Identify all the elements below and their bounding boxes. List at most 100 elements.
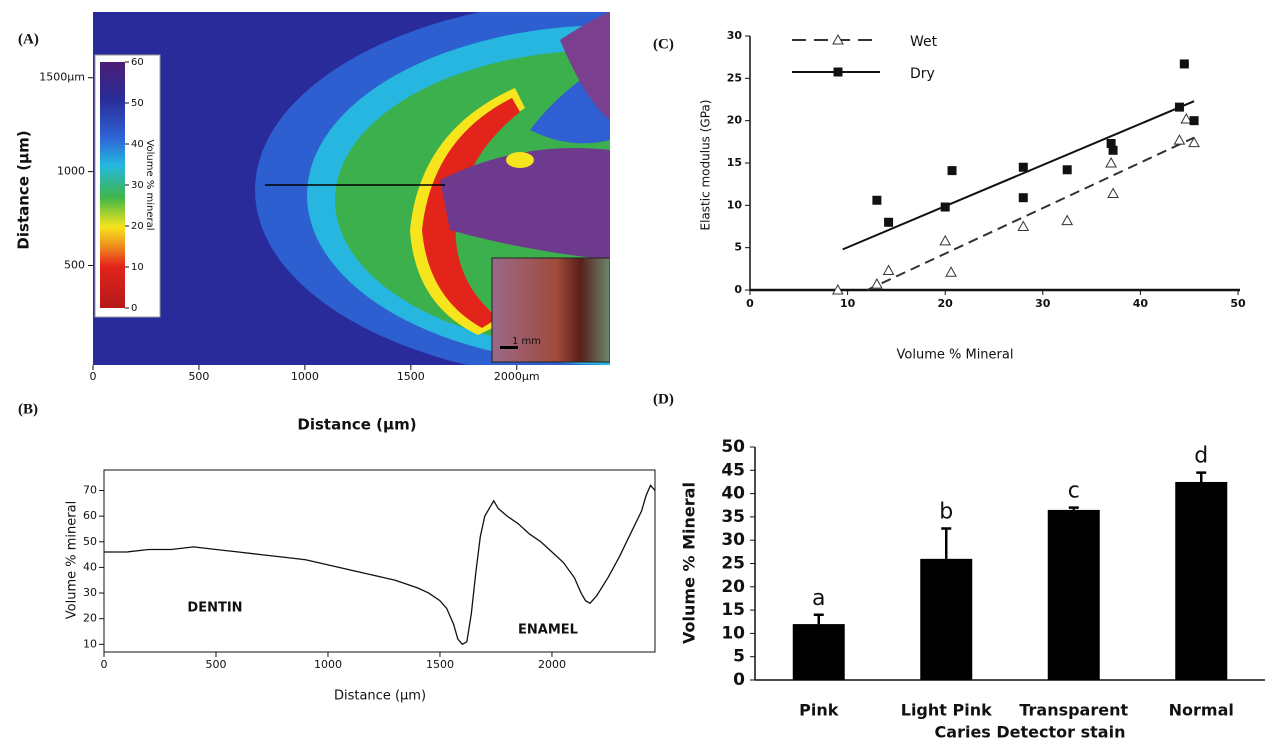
x-tick-label: 2000µm	[494, 370, 540, 383]
y-tick-label: 50	[721, 437, 745, 457]
y-tick-label: 60	[83, 509, 97, 522]
x-tick-label: 1000	[314, 658, 342, 671]
x-tick-label: Normal	[1169, 701, 1234, 720]
y-tick-label: 15	[721, 600, 745, 620]
point	[1061, 214, 1074, 226]
annotation: ENAMEL	[518, 623, 578, 638]
x-tick-label: Pink	[799, 701, 839, 720]
y-tick-label: 10	[721, 623, 745, 643]
y-axis-label: Distance (µm)	[15, 130, 33, 249]
point	[947, 166, 957, 176]
point	[872, 195, 882, 205]
error-bar	[941, 527, 952, 559]
plot-frame	[103, 469, 656, 653]
x-axis-label: Distance (µm)	[334, 689, 426, 704]
mineral-map	[93, 12, 610, 365]
point	[1189, 116, 1199, 126]
point	[1018, 193, 1028, 203]
y-tick-label: 30	[721, 530, 745, 550]
y-tick-label: 25	[721, 554, 745, 574]
point	[1108, 145, 1118, 155]
panel-label: (D)	[653, 391, 674, 407]
point	[1062, 165, 1072, 175]
y-tick-label: 1000	[57, 165, 85, 178]
point	[884, 217, 894, 227]
bar	[1175, 481, 1228, 680]
y-tick-label: 1500µm	[39, 71, 85, 84]
y-tick-label: 0	[734, 283, 742, 296]
x-tick-label: 1500	[397, 370, 425, 383]
point	[1174, 102, 1184, 112]
y-tick-label: 40	[721, 484, 745, 504]
point	[1179, 59, 1189, 69]
x-tick-label: 20	[938, 297, 954, 310]
point	[945, 266, 957, 277]
y-tick-label: 5	[734, 241, 742, 254]
x-axis-label: Volume % Mineral	[897, 348, 1014, 363]
colorbar-tick-label: 40	[131, 139, 144, 150]
colorbar-tick-label: 0	[131, 303, 137, 314]
y-tick-label: 20	[83, 612, 97, 625]
y-tick-label: 70	[83, 484, 97, 497]
fit-line	[866, 136, 1195, 291]
x-tick-label: 0	[90, 370, 97, 383]
point	[1106, 139, 1116, 149]
y-tick-label: 20	[727, 114, 743, 127]
point	[940, 202, 950, 212]
point	[831, 283, 844, 295]
x-tick-label: 500	[188, 370, 209, 383]
y-tick-label: 0	[733, 670, 745, 690]
x-tick-label: Transparent	[1019, 701, 1128, 720]
y-tick-label: 10	[727, 198, 743, 211]
x-tick-label: 40	[1133, 297, 1149, 310]
y-tick-label: 5	[733, 647, 745, 667]
point	[1018, 162, 1028, 172]
y-tick-label: 15	[727, 156, 742, 169]
x-tick-label: 50	[1230, 297, 1246, 310]
colorbar-tick-label: 50	[131, 98, 144, 109]
legend-marker	[833, 67, 843, 77]
legend-label: Wet	[910, 34, 938, 50]
point	[939, 234, 952, 246]
error-bar	[1196, 471, 1207, 482]
point	[871, 278, 883, 289]
x-tick-label: Light Pink	[901, 701, 992, 720]
legend-label: Dry	[910, 66, 935, 82]
y-tick-label: 40	[83, 560, 97, 573]
y-tick-label: 35	[721, 507, 745, 527]
x-tick-label: 0	[101, 658, 108, 671]
colorbar	[100, 62, 125, 308]
panel-label: (B)	[18, 401, 38, 417]
colorbar-label: Volume % mineral	[144, 139, 155, 230]
x-tick-label: 0	[746, 297, 754, 310]
y-axis-label: Volume % mineral	[65, 501, 80, 619]
annotation: c	[1068, 479, 1080, 504]
x-tick-label: 30	[1035, 297, 1051, 310]
y-tick-label: 10	[83, 637, 97, 650]
point	[1017, 220, 1030, 231]
x-tick-label: 500	[205, 658, 226, 671]
scale-bar-label: 1 mm	[512, 336, 541, 347]
y-tick-label: 25	[727, 71, 742, 84]
y-tick-label: 30	[727, 29, 743, 42]
panel-label: (A)	[18, 31, 39, 47]
annotation: d	[1194, 444, 1208, 469]
annotation: DENTIN	[187, 601, 242, 616]
x-tick-label: 10	[840, 297, 856, 310]
point	[882, 264, 895, 276]
y-axis-label: Elastic modulus (GPa)	[699, 100, 713, 231]
y-tick-label: 20	[721, 577, 745, 597]
y-tick-label: 500	[64, 258, 85, 271]
y-tick-label: 30	[83, 586, 97, 599]
colorbar-tick-label: 60	[131, 57, 144, 68]
bar	[1047, 509, 1100, 680]
bar	[792, 624, 845, 680]
point	[1180, 112, 1193, 124]
y-tick-label: 50	[83, 535, 97, 548]
y-axis-label: Volume % Mineral	[680, 482, 699, 644]
colorbar-tick-label: 30	[131, 180, 144, 191]
x-tick-label: 2000	[538, 658, 566, 671]
annotation: b	[939, 500, 953, 525]
point	[1173, 134, 1186, 145]
